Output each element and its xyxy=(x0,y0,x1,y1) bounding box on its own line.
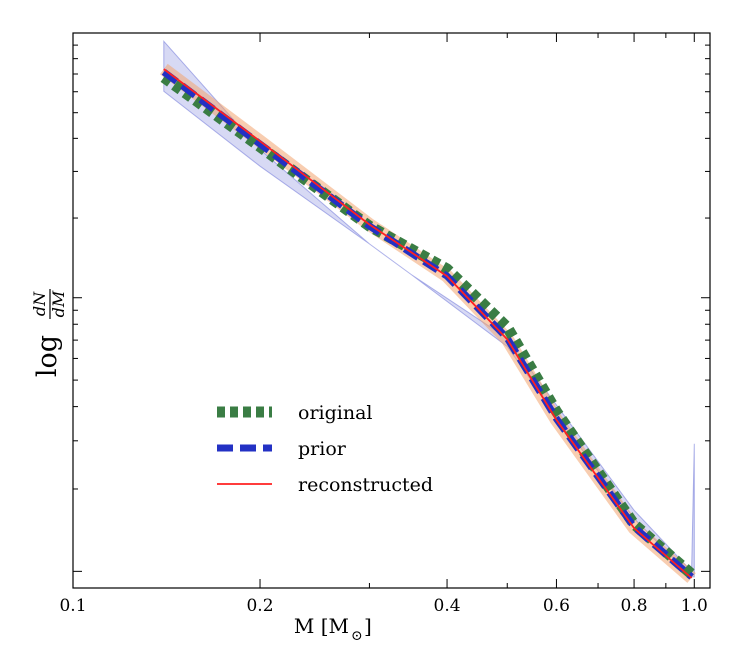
legend-label-reconstructed: reconstructed xyxy=(298,474,433,496)
y-label-denominator: dM xyxy=(49,290,68,317)
x-label-sun-symbol: ⊙ xyxy=(351,628,363,644)
x-tick-label: 0.1 xyxy=(59,596,86,616)
legend-label-original: original xyxy=(298,402,372,424)
x-tick-label: 0.2 xyxy=(246,596,273,616)
y-label-numerator: dN xyxy=(30,291,49,316)
x-axis-label: M [M ⊙ ] xyxy=(294,614,372,644)
x-tick-label: 1.0 xyxy=(681,596,708,616)
series-line-original xyxy=(160,72,696,579)
legend-label-prior: prior xyxy=(298,438,347,460)
x-tick-label: 0.4 xyxy=(434,596,461,616)
legend: original prior reconstructed xyxy=(217,402,433,496)
y-label-log: log xyxy=(32,335,63,377)
series-line-reconstructed xyxy=(163,68,693,579)
x-label-main: M [M xyxy=(294,614,349,638)
x-tick-label: 0.6 xyxy=(543,596,570,616)
x-tick-label: 0.8 xyxy=(621,596,648,616)
x-label-close: ] xyxy=(364,614,372,638)
y-axis-label: log dN dM xyxy=(30,289,68,377)
